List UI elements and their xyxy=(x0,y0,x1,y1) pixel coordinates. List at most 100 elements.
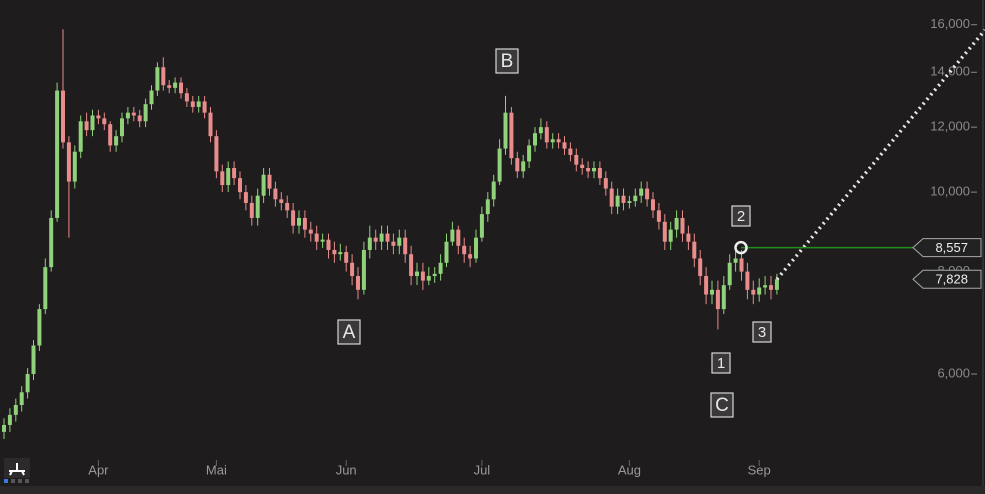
candle-body xyxy=(161,67,166,86)
candle-body xyxy=(25,374,30,393)
candle-body xyxy=(603,178,608,189)
candle-body xyxy=(19,392,24,406)
price-tag xyxy=(912,269,982,289)
candle-body xyxy=(527,145,532,162)
candle-body xyxy=(409,254,414,277)
candle-body xyxy=(314,233,319,242)
candle-body xyxy=(184,93,189,102)
candle-body xyxy=(686,233,691,242)
price-tag-label: 7,828 xyxy=(935,272,968,287)
toolbar-icon[interactable] xyxy=(4,458,30,483)
candle-body xyxy=(96,115,101,119)
candle-body xyxy=(769,285,773,290)
candle-body xyxy=(379,233,384,242)
candle-body xyxy=(497,148,502,182)
candle-body xyxy=(692,241,697,259)
candle-body xyxy=(533,133,537,146)
candle-body xyxy=(757,287,762,295)
candle-body xyxy=(13,405,18,415)
icon-dot[interactable] xyxy=(25,479,29,483)
candle-body xyxy=(72,151,77,182)
candle-body xyxy=(415,271,419,277)
candle-body xyxy=(125,112,130,119)
candle-body xyxy=(521,161,526,172)
candle-body xyxy=(462,245,467,255)
icon[interactable] xyxy=(9,463,25,476)
candle-body xyxy=(37,309,42,346)
candle-body xyxy=(373,237,378,242)
candle-body xyxy=(639,188,644,196)
candle-body xyxy=(733,258,738,263)
candle-body xyxy=(645,188,650,200)
candle-body xyxy=(143,104,148,122)
candle-body xyxy=(479,214,484,238)
candle-body xyxy=(43,267,48,310)
candle-body xyxy=(61,90,65,143)
candle-body xyxy=(745,271,750,290)
candle-body xyxy=(562,142,567,149)
x-tick-label: Jun xyxy=(336,462,357,477)
annotation-label: B xyxy=(501,51,514,72)
candle-body xyxy=(308,229,313,234)
candle-body xyxy=(774,279,779,290)
candle-body xyxy=(131,112,136,116)
candle-body xyxy=(444,241,449,263)
candle-body xyxy=(597,168,602,179)
bottom-strip xyxy=(0,486,985,494)
candle-body xyxy=(167,85,172,88)
candle-body xyxy=(108,124,113,146)
candle-body xyxy=(586,168,591,172)
candle-body xyxy=(367,237,372,250)
candle-body xyxy=(261,174,266,196)
annotation-box xyxy=(711,352,731,374)
candle-body xyxy=(320,239,325,242)
x-tick-label: Jul xyxy=(474,462,491,477)
candle-body xyxy=(285,202,290,211)
candle-body xyxy=(243,192,248,203)
candle-body xyxy=(668,229,673,242)
candle-body xyxy=(698,258,703,277)
candle-body xyxy=(226,168,231,186)
candle-body xyxy=(556,139,561,143)
candle-body xyxy=(704,276,709,295)
candle-body xyxy=(120,118,124,137)
candle-body xyxy=(426,276,431,281)
candle-body xyxy=(102,118,107,125)
candle-body xyxy=(509,112,514,159)
annotation-label: C xyxy=(715,395,729,416)
candle-body xyxy=(474,237,478,259)
candle-body xyxy=(710,289,714,295)
candle-body xyxy=(155,67,160,91)
candle-body xyxy=(456,229,461,246)
candle-body xyxy=(173,82,178,88)
candle-body xyxy=(31,345,36,375)
x-tick-label: Mai xyxy=(206,462,227,477)
candle-body xyxy=(190,101,195,107)
icon-dot[interactable] xyxy=(11,479,15,483)
candle-body xyxy=(137,115,142,122)
candle-body xyxy=(544,127,549,143)
candle-body xyxy=(208,112,213,137)
annotation-box xyxy=(495,48,519,74)
candle-body xyxy=(2,424,6,432)
candle-body xyxy=(7,414,12,425)
candle-body xyxy=(220,171,225,186)
candle-body xyxy=(273,188,278,200)
annotation-label: 3 xyxy=(758,324,766,341)
candle-body xyxy=(485,199,490,215)
candle-body xyxy=(550,139,555,143)
candle-body xyxy=(149,90,154,105)
candle-body xyxy=(503,112,508,149)
candle-body xyxy=(662,221,667,242)
annotation-box xyxy=(710,392,734,418)
candle-body xyxy=(202,101,207,113)
candle-body xyxy=(680,217,685,234)
candle-body xyxy=(609,188,614,207)
candle-body xyxy=(627,201,632,203)
x-tick-label: Apr xyxy=(88,462,109,477)
candle-body xyxy=(84,121,89,131)
x-tick-label: Aug xyxy=(618,462,641,477)
icon-dot[interactable] xyxy=(4,479,8,483)
icon-dot[interactable] xyxy=(18,479,22,483)
candle-body xyxy=(397,237,402,246)
